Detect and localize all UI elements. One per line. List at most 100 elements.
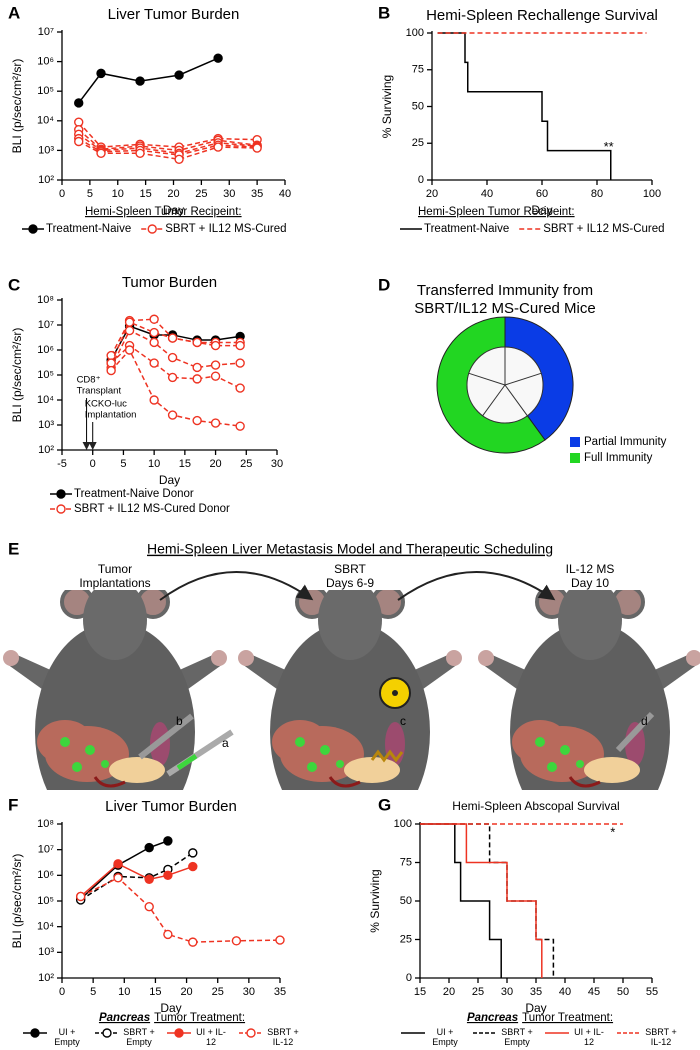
marker bbox=[106, 365, 116, 376]
legend-title-em: Pancreas bbox=[467, 1012, 518, 1024]
legend-label: Full Immunity bbox=[584, 452, 653, 464]
y-tick-label: 10⁵ bbox=[37, 895, 54, 907]
legend-item: UI + IL-12 bbox=[166, 1027, 230, 1047]
inner-slice bbox=[504, 384, 528, 416]
marker bbox=[135, 148, 145, 158]
panel-letter: G bbox=[378, 795, 391, 814]
marker bbox=[246, 1028, 256, 1038]
marker bbox=[167, 372, 178, 383]
x-tick-label: 35 bbox=[274, 986, 286, 998]
mouse bbox=[236, 590, 464, 790]
x-tick-label: 25 bbox=[472, 986, 484, 998]
legend-label: UI + IL-12 bbox=[574, 1027, 604, 1047]
legend-title: Hemi-Spleen Tumor Recipeint: bbox=[85, 206, 242, 218]
x-tick-label: 0 bbox=[59, 986, 65, 998]
arrow bbox=[159, 571, 314, 601]
x-tick-label: 60 bbox=[536, 188, 548, 200]
y-tick-label: 10⁴ bbox=[37, 394, 54, 406]
marker bbox=[96, 68, 106, 79]
x-tick-label: 5 bbox=[90, 986, 96, 998]
marker bbox=[213, 53, 223, 63]
y-tick-label: 10³ bbox=[38, 144, 54, 156]
marker bbox=[113, 859, 123, 869]
legend-label: UI + IL-12 bbox=[196, 1027, 226, 1047]
x-tick-label: 20 bbox=[167, 188, 179, 200]
x-axis-label: Day bbox=[531, 203, 552, 217]
marker bbox=[149, 327, 159, 338]
step-label: Implantations bbox=[79, 576, 150, 590]
annotation: ** bbox=[604, 139, 614, 154]
y-tick-label: 0 bbox=[418, 174, 424, 186]
marker bbox=[74, 136, 84, 147]
y-tick-label: 10⁶ bbox=[37, 56, 54, 68]
y-tick-label: 10⁷ bbox=[38, 319, 54, 331]
annotation: Transplant bbox=[77, 386, 122, 397]
step-marker: b bbox=[176, 714, 183, 728]
marker bbox=[192, 362, 202, 373]
legend-swatch bbox=[570, 453, 580, 463]
x-tick-label: 35 bbox=[530, 986, 542, 998]
marker bbox=[231, 936, 242, 946]
marker bbox=[213, 142, 223, 152]
x-tick-label: 45 bbox=[588, 986, 600, 998]
legend-item: SBRT + IL-12 bbox=[616, 1027, 680, 1047]
y-tick-label: 10⁷ bbox=[38, 26, 54, 38]
marker bbox=[149, 337, 159, 348]
legend-label: SBRT + Empty bbox=[501, 1027, 533, 1047]
panel-letter: A bbox=[8, 3, 20, 22]
marker bbox=[163, 870, 173, 881]
legend-item: UI + Empty bbox=[22, 1027, 86, 1047]
marker bbox=[96, 148, 106, 158]
x-axis-label: Day bbox=[163, 203, 184, 217]
legend-label: SBRT + IL-12 bbox=[645, 1027, 677, 1047]
y-tick-label: 50 bbox=[400, 895, 412, 907]
x-tick-label: 5 bbox=[120, 458, 126, 470]
step-label: Tumor bbox=[98, 562, 132, 576]
legend-label: SBRT + IL12 MS-Cured bbox=[165, 223, 286, 235]
panel-letter: D bbox=[378, 275, 390, 294]
chart-title: Liver Tumor Burden bbox=[105, 798, 237, 815]
x-tick-label: 35 bbox=[251, 188, 263, 200]
marker bbox=[174, 70, 184, 80]
legend-title-rest: Tumor Treatment: bbox=[522, 1012, 613, 1024]
legend-swatch bbox=[570, 437, 580, 447]
x-tick-label: 20 bbox=[180, 986, 192, 998]
x-tick-label: 20 bbox=[443, 986, 455, 998]
marker bbox=[192, 374, 202, 384]
x-tick-label: 30 bbox=[243, 986, 255, 998]
x-tick-label: 30 bbox=[501, 986, 513, 998]
y-tick-label: 10⁴ bbox=[37, 115, 54, 127]
chart-title: Tumor Burden bbox=[122, 274, 217, 291]
marker bbox=[167, 333, 178, 343]
legend-item: UI + Empty bbox=[400, 1027, 464, 1047]
marker bbox=[192, 415, 202, 426]
marker bbox=[147, 224, 157, 234]
series-line bbox=[78, 121, 258, 148]
syringe bbox=[615, 711, 655, 753]
marker bbox=[113, 873, 123, 883]
marker bbox=[144, 842, 154, 853]
marker bbox=[167, 410, 178, 420]
series-line bbox=[420, 823, 502, 978]
marker bbox=[124, 317, 135, 327]
y-tick-label: 75 bbox=[400, 856, 412, 868]
marker bbox=[124, 345, 135, 355]
x-tick-label: 100 bbox=[643, 188, 661, 200]
legend-symbol bbox=[167, 1028, 191, 1038]
marker bbox=[188, 848, 198, 858]
series-line bbox=[80, 862, 194, 898]
syringe bbox=[138, 713, 194, 760]
legend-symbol bbox=[239, 1028, 263, 1038]
series-line bbox=[78, 137, 258, 156]
inner-slice bbox=[482, 384, 506, 416]
annotation: Implantation bbox=[85, 410, 137, 421]
legend-symbol bbox=[401, 1032, 425, 1034]
x-tick-label: 5 bbox=[87, 188, 93, 200]
y-tick-label: 100 bbox=[406, 27, 424, 39]
series-line bbox=[78, 129, 258, 152]
x-tick-label: 25 bbox=[212, 986, 224, 998]
marker bbox=[135, 76, 145, 86]
y-tick-label: 10⁴ bbox=[37, 921, 54, 933]
